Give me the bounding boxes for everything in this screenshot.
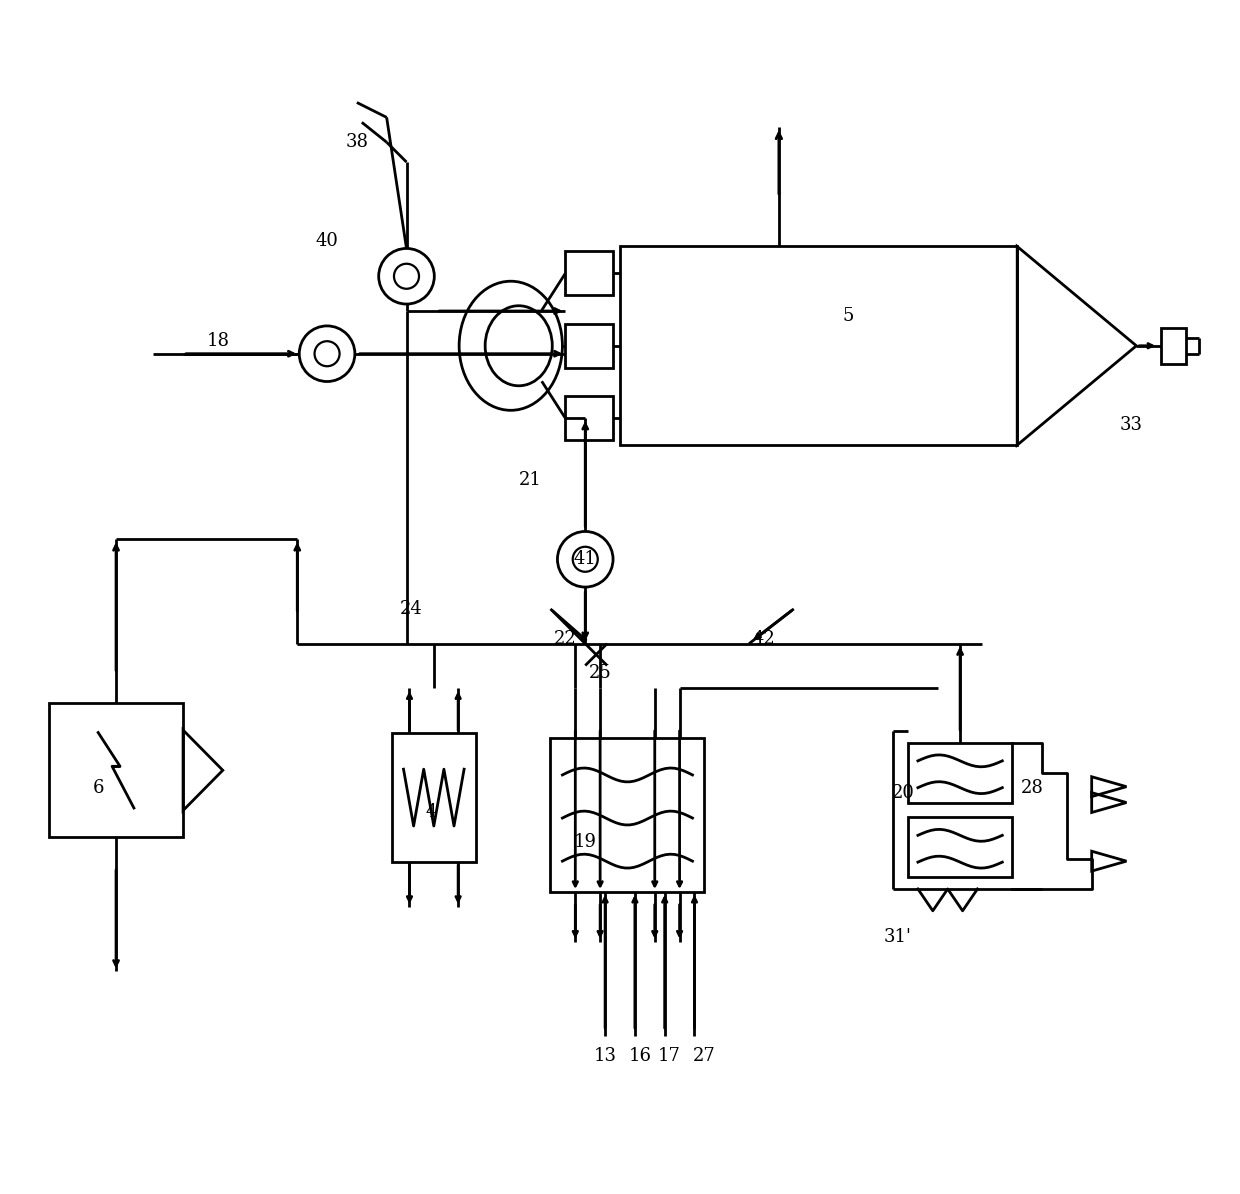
- Text: 24: 24: [401, 599, 423, 618]
- Text: 19: 19: [574, 833, 596, 851]
- Bar: [908, 743, 1012, 802]
- Text: 18: 18: [206, 332, 229, 350]
- Text: 4: 4: [425, 804, 436, 821]
- Bar: [565, 396, 613, 441]
- Bar: [565, 252, 613, 295]
- Text: 16: 16: [629, 1047, 651, 1065]
- Text: 27: 27: [693, 1047, 715, 1065]
- Text: 20: 20: [892, 783, 914, 801]
- Text: 25: 25: [589, 665, 611, 683]
- Text: 31': 31': [884, 928, 911, 946]
- Bar: [392, 733, 476, 862]
- Bar: [620, 246, 1017, 445]
- Text: 13: 13: [594, 1047, 616, 1065]
- Text: 22: 22: [554, 629, 577, 647]
- Text: 28: 28: [1021, 778, 1044, 796]
- Text: 42: 42: [753, 629, 775, 647]
- Text: 40: 40: [316, 233, 339, 251]
- Bar: [551, 738, 704, 892]
- Bar: [1161, 328, 1185, 364]
- Text: 21: 21: [520, 470, 542, 488]
- Text: 17: 17: [658, 1047, 681, 1065]
- Text: 38: 38: [346, 134, 368, 152]
- Text: 41: 41: [574, 550, 596, 568]
- Text: 5: 5: [843, 307, 854, 325]
- Bar: [908, 818, 1012, 878]
- Text: 6: 6: [93, 778, 104, 796]
- Bar: [565, 324, 613, 368]
- Bar: [50, 703, 184, 837]
- Text: 33: 33: [1120, 417, 1143, 435]
